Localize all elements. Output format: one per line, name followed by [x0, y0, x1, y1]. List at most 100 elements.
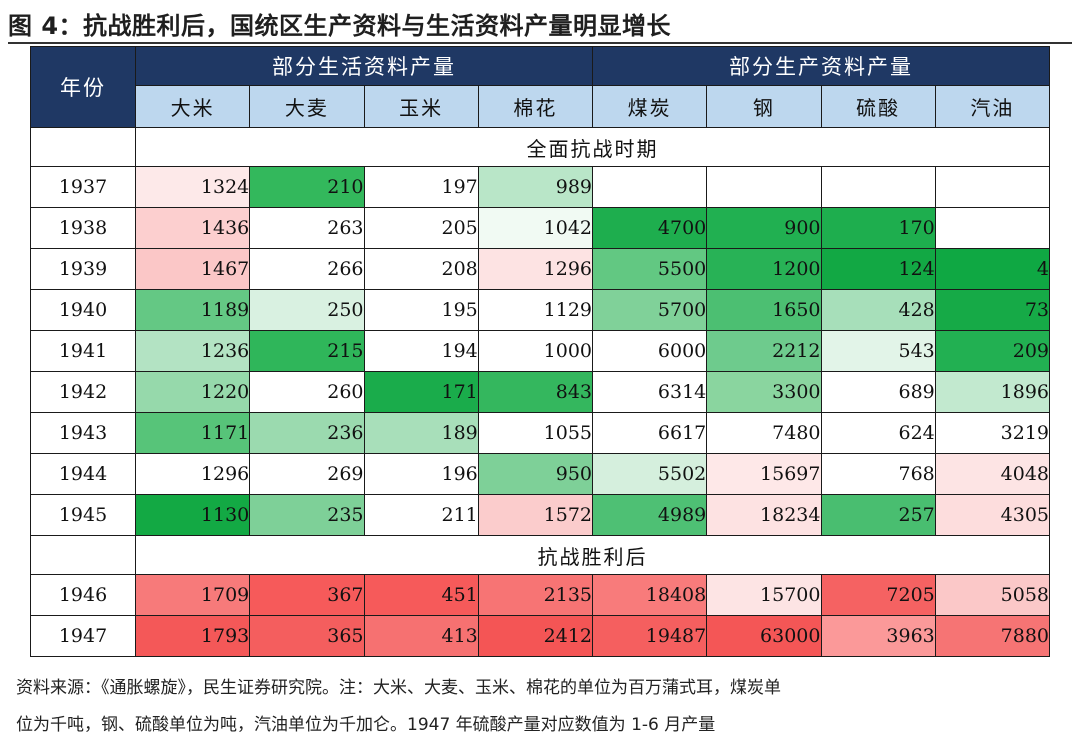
year-cell: 1943	[30, 412, 136, 454]
value-cell: 5058	[934, 574, 1051, 616]
value-cell: 63000	[706, 615, 822, 657]
year-cell: 1945	[30, 494, 136, 536]
value-cell: 543	[820, 330, 936, 372]
value-cell: 2135	[477, 574, 594, 616]
table-row: 1940 1189 250 195 1129 5700 1650 428 73	[30, 289, 1051, 331]
value-cell	[820, 166, 936, 208]
value-cell: 1324	[134, 166, 251, 208]
year-cell: 1940	[30, 289, 136, 331]
column-header-item: 棉花	[477, 85, 594, 128]
value-cell: 624	[820, 412, 936, 454]
value-cell	[934, 207, 1051, 249]
value-cell: 208	[363, 248, 479, 290]
value-cell: 170	[820, 207, 936, 249]
value-cell: 6000	[591, 330, 708, 372]
value-cell: 2412	[477, 615, 594, 657]
table-row: 1946 1709 367 451 2135 18408 15700 7205 5058	[30, 574, 1051, 616]
value-cell: 1200	[706, 248, 822, 290]
value-cell: 689	[820, 371, 936, 413]
value-cell: 365	[249, 615, 365, 657]
value-cell: 260	[249, 371, 365, 413]
column-header-item: 大米	[134, 85, 251, 128]
year-cell: 1946	[30, 574, 136, 616]
value-cell: 1709	[134, 574, 251, 616]
value-cell: 235	[249, 494, 365, 536]
column-header-item: 钢	[706, 85, 822, 128]
table-row: 1943 1171 236 189 1055 6617 7480 624 3219	[30, 412, 1051, 454]
value-cell: 428	[820, 289, 936, 331]
value-cell	[591, 166, 708, 208]
source-note-line: 位为千吨，钢、硫酸单位为吨，汽油单位为千加仑。1947 年硫酸产量对应数值为 1…	[16, 715, 716, 735]
value-cell: 171	[363, 371, 479, 413]
section-year-blank	[30, 535, 136, 575]
value-cell	[706, 166, 822, 208]
year-cell: 1937	[30, 166, 136, 208]
value-cell: 210	[249, 166, 365, 208]
column-header-item: 硫酸	[820, 85, 936, 128]
value-cell: 4989	[591, 494, 708, 536]
value-cell: 1436	[134, 207, 251, 249]
value-cell: 768	[820, 453, 936, 495]
value-cell: 73	[934, 289, 1051, 331]
value-cell: 3219	[934, 412, 1051, 454]
year-cell: 1947	[30, 615, 136, 657]
value-cell: 15697	[706, 453, 822, 495]
value-cell: 5502	[591, 453, 708, 495]
value-cell: 269	[249, 453, 365, 495]
section-year-blank	[30, 127, 136, 167]
source-note: 资料来源：《通胀螺旋》，民生证券研究院。注：大米、大麦、玉米、棉花的单位为百万蒲…	[16, 670, 1066, 744]
value-cell: 1171	[134, 412, 251, 454]
value-cell: 2212	[706, 330, 822, 372]
value-cell: 1130	[134, 494, 251, 536]
value-cell: 197	[363, 166, 479, 208]
value-cell: 124	[820, 248, 936, 290]
value-cell: 263	[249, 207, 365, 249]
year-header: 年份	[30, 46, 136, 128]
source-note-line: 资料来源：《通胀螺旋》，民生证券研究院。注：大米、大麦、玉米、棉花的单位为百万蒲…	[16, 678, 781, 698]
value-cell: 1042	[477, 207, 594, 249]
figure-title: 图 4：抗战胜利后，国统区生产资料与生活资料产量明显增长	[8, 12, 672, 40]
value-cell: 1220	[134, 371, 251, 413]
production-table: 年份 部分生活资料产量 部分生产资料产量 大米 大麦 玉米 棉花 煤炭钢硫酸 汽油 全面抗…	[30, 46, 1051, 657]
value-cell: 5700	[591, 289, 708, 331]
value-cell	[934, 166, 1051, 208]
value-cell: 1296	[134, 453, 251, 495]
value-cell: 451	[363, 574, 479, 616]
value-cell: 195	[363, 289, 479, 331]
group-header-producer-goods: 部分生产资料产量	[592, 46, 1050, 86]
value-cell: 843	[477, 371, 594, 413]
table-row: 1939 1467 266 208 1296 5500 1200 124 4	[30, 248, 1051, 290]
value-cell: 189	[363, 412, 479, 454]
value-cell: 1129	[477, 289, 594, 331]
value-cell: 1572	[477, 494, 594, 536]
year-cell: 1941	[30, 330, 136, 372]
value-cell: 250	[249, 289, 365, 331]
table-row: 1942 1220 260 171 843 6314 3300 689 1896	[30, 371, 1051, 413]
year-cell: 1944	[30, 453, 136, 495]
value-cell: 209	[934, 330, 1051, 372]
section-label: 抗战胜利后	[135, 535, 1050, 575]
value-cell: 413	[363, 615, 479, 657]
value-cell: 1793	[134, 615, 251, 657]
table-row: 1937 1324 210 197 989	[30, 166, 1051, 208]
value-cell: 196	[363, 453, 479, 495]
value-cell: 6617	[591, 412, 708, 454]
value-cell: 236	[249, 412, 365, 454]
table-row: 1945 1130 235 211 1572 4989 18234 257 4305	[30, 494, 1051, 536]
value-cell: 989	[477, 166, 594, 208]
column-header-item: 大麦	[249, 85, 365, 128]
value-cell: 15700	[706, 574, 822, 616]
value-cell: 1236	[134, 330, 251, 372]
column-header-item: 煤炭	[591, 85, 708, 128]
year-cell: 1938	[30, 207, 136, 249]
value-cell: 1896	[934, 371, 1051, 413]
year-cell: 1939	[30, 248, 136, 290]
value-cell: 19487	[591, 615, 708, 657]
table-row: 1947 1793 365 413 2412 19487 63000 3963 7880	[30, 615, 1051, 657]
table-row: 1944 1296 269 196 950 5502 15697 768 4048	[30, 453, 1051, 495]
value-cell: 4048	[934, 453, 1051, 495]
value-cell: 3300	[706, 371, 822, 413]
value-cell: 266	[249, 248, 365, 290]
value-cell: 257	[820, 494, 936, 536]
value-cell: 211	[363, 494, 479, 536]
